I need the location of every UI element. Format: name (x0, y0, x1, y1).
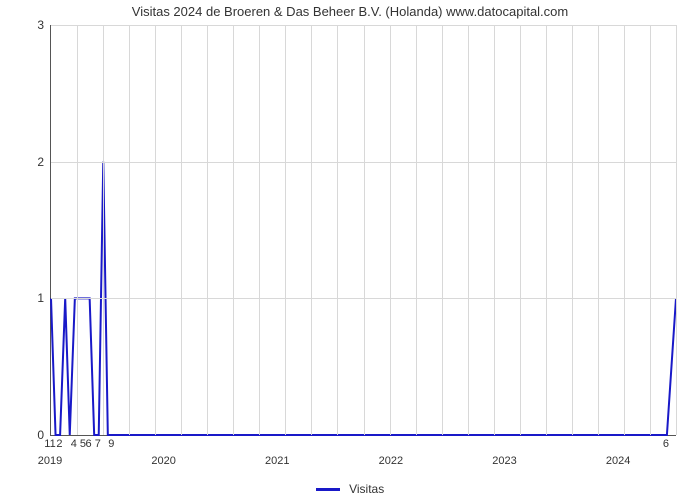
legend: Visitas (0, 482, 700, 496)
grid-line-vertical (129, 25, 130, 435)
grid-line-horizontal (51, 298, 676, 299)
grid-line-vertical (624, 25, 625, 435)
x-tick-label-year: 2023 (492, 455, 516, 467)
x-tick-label-year: 2019 (38, 455, 62, 467)
grid-line-vertical (259, 25, 260, 435)
x-tick-label-minor: 6 7 (86, 438, 101, 450)
grid-line-vertical (468, 25, 469, 435)
grid-line-vertical (364, 25, 365, 435)
y-tick-label: 1 (14, 291, 44, 305)
x-tick-label-minor: 6 (663, 438, 669, 450)
grid-line-horizontal (51, 162, 676, 163)
grid-line-vertical (494, 25, 495, 435)
x-tick-label-minor: 4 5 (71, 438, 86, 450)
grid-line-vertical (650, 25, 651, 435)
grid-line-vertical (390, 25, 391, 435)
x-tick-label-minor: 2 (56, 438, 62, 450)
x-tick-label-year: 2021 (265, 455, 289, 467)
x-tick-label-minor: 9 (108, 438, 114, 450)
grid-line-horizontal (51, 25, 676, 26)
grid-line-vertical (77, 25, 78, 435)
grid-line-vertical (520, 25, 521, 435)
chart-container: Visitas 2024 de Broeren & Das Beheer B.V… (0, 0, 700, 500)
grid-line-vertical (233, 25, 234, 435)
grid-line-vertical (285, 25, 286, 435)
y-tick-label: 0 (14, 428, 44, 442)
x-tick-label-minor: 11 (44, 438, 55, 450)
legend-label: Visitas (349, 482, 384, 496)
plot-area (50, 25, 676, 436)
grid-line-vertical (546, 25, 547, 435)
x-tick-label-year: 2020 (151, 455, 175, 467)
grid-line-vertical (572, 25, 573, 435)
y-tick-label: 2 (14, 155, 44, 169)
legend-swatch (316, 488, 340, 491)
x-tick-label-year: 2022 (379, 455, 403, 467)
grid-line-vertical (181, 25, 182, 435)
chart-title: Visitas 2024 de Broeren & Das Beheer B.V… (0, 4, 700, 19)
grid-line-vertical (155, 25, 156, 435)
grid-line-vertical (207, 25, 208, 435)
grid-line-vertical (311, 25, 312, 435)
y-tick-label: 3 (14, 18, 44, 32)
grid-line-vertical (416, 25, 417, 435)
grid-line-vertical (337, 25, 338, 435)
grid-line-vertical (598, 25, 599, 435)
grid-line-vertical (676, 25, 677, 435)
x-tick-label-year: 2024 (606, 455, 630, 467)
grid-line-vertical (103, 25, 104, 435)
grid-line-vertical (442, 25, 443, 435)
